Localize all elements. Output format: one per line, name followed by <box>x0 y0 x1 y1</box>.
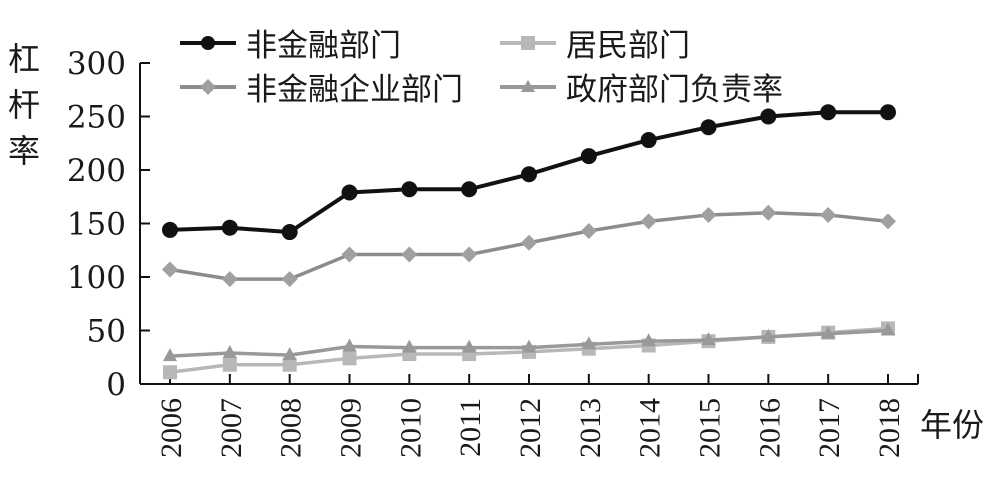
series-circle <box>162 104 896 241</box>
diamond-marker-icon <box>640 213 657 230</box>
x-tick-label: 2017 <box>813 398 846 458</box>
square-marker-icon <box>222 357 237 372</box>
triangle-marker-icon <box>500 79 556 92</box>
x-axis-label: 年份 <box>920 406 985 444</box>
circle-marker-icon <box>401 181 418 198</box>
diamond-marker-icon <box>760 204 777 221</box>
triangle-marker-icon <box>222 344 237 358</box>
y-tick-label: 150 <box>67 207 126 243</box>
circle-marker-icon <box>820 104 837 121</box>
circle-marker-icon <box>162 221 178 238</box>
triangle-marker-icon <box>641 333 656 347</box>
square-marker-icon <box>342 351 357 366</box>
series-triangle <box>163 322 895 362</box>
y-tick-label: 50 <box>87 314 126 350</box>
diamond-marker-icon <box>880 213 896 230</box>
diamond-marker-icon <box>580 222 597 239</box>
y-tick-label: 200 <box>67 153 126 189</box>
triangle-marker-icon <box>282 347 297 361</box>
y-axis-label-char: 杆 <box>8 86 41 124</box>
circle-marker-icon <box>281 224 298 241</box>
diamond-marker-icon <box>162 261 178 278</box>
diamond-marker-icon <box>180 78 236 95</box>
triangle-marker-icon <box>701 332 716 346</box>
legend-item-government: 政府部门负责率 <box>500 64 783 109</box>
x-tick-label: 2016 <box>753 398 786 458</box>
triangle-marker-icon <box>761 328 776 342</box>
y-tick-label: 250 <box>67 100 126 136</box>
diamond-marker-icon <box>401 246 418 263</box>
legend-item-nonfinancial-enterprise: 非金融企业部门 <box>180 64 463 109</box>
circle-marker-icon <box>341 184 358 201</box>
triangle-marker-icon <box>581 336 596 350</box>
circle-marker-icon <box>580 148 597 165</box>
y-tick-label: 100 <box>67 260 126 296</box>
diamond-marker-icon <box>700 206 717 223</box>
square-marker-icon <box>282 357 297 372</box>
diamond-marker-icon <box>521 234 537 251</box>
x-tick-label: 2009 <box>335 398 368 458</box>
x-tick-label: 2014 <box>634 398 667 458</box>
circle-marker-icon <box>521 166 537 183</box>
x-tick-label: 2018 <box>873 398 906 458</box>
triangle-marker-icon <box>342 338 357 352</box>
triangle-marker-icon <box>881 322 895 336</box>
triangle-marker-icon <box>522 339 536 353</box>
diamond-marker-icon <box>461 246 478 263</box>
series-diamond <box>162 204 896 288</box>
x-tick-label: 2008 <box>275 398 308 458</box>
legend-item-household: 居民部门 <box>500 20 690 65</box>
circle-marker-icon <box>461 181 478 198</box>
legend-item-nonfinancial: 非金融部门 <box>180 20 401 65</box>
legend-label: 政府部门负责率 <box>566 72 783 108</box>
y-tick-label: 300 <box>67 46 126 82</box>
circle-marker-icon <box>880 104 896 121</box>
triangle-marker-icon <box>163 348 177 362</box>
x-tick-label: 2006 <box>155 398 188 458</box>
x-tick-label: 2012 <box>514 398 547 458</box>
square-marker-icon <box>163 365 177 380</box>
circle-marker-icon <box>640 132 657 149</box>
legend-label: 非金融部门 <box>246 28 401 64</box>
triangle-marker-icon <box>821 325 836 339</box>
diamond-marker-icon <box>221 271 238 288</box>
x-tick-label: 2013 <box>574 398 607 458</box>
x-tick-label: 2011 <box>454 398 487 457</box>
x-tick-label: 2015 <box>694 398 727 458</box>
diamond-marker-icon <box>820 206 837 223</box>
y-axis-label-char: 杠 <box>8 40 41 78</box>
y-axis-label-char: 率 <box>8 132 41 170</box>
diamond-marker-icon <box>281 271 298 288</box>
legend-label: 非金融企业部门 <box>246 72 463 108</box>
x-tick-label: 2007 <box>215 398 248 458</box>
circle-marker-icon <box>180 35 236 50</box>
circle-marker-icon <box>700 119 717 136</box>
x-tick-label: 2010 <box>394 398 427 458</box>
triangle-marker-icon <box>462 339 477 353</box>
diamond-marker-icon <box>341 246 358 263</box>
y-tick-label: 0 <box>106 367 126 403</box>
circle-marker-icon <box>760 108 777 125</box>
square-marker-icon <box>500 35 556 50</box>
circle-marker-icon <box>221 219 238 236</box>
legend-label: 居民部门 <box>566 28 690 64</box>
triangle-marker-icon <box>402 339 417 353</box>
